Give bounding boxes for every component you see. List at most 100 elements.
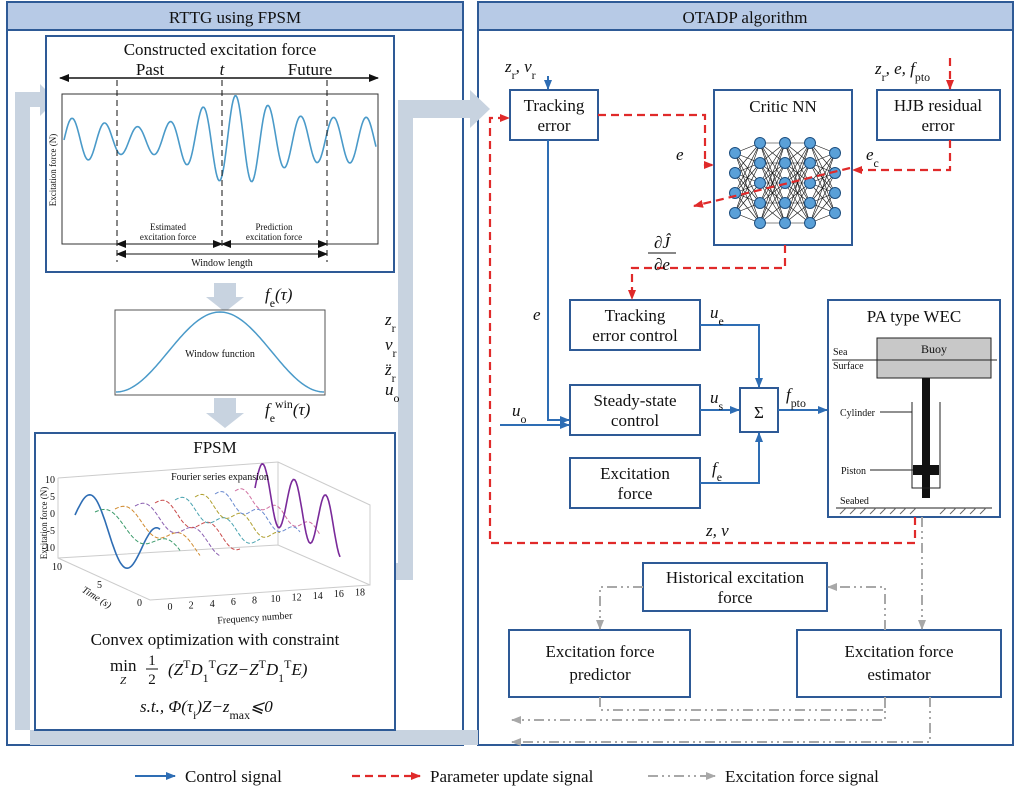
min-var: Z	[120, 675, 127, 687]
freq-tick-label: 14	[313, 591, 323, 602]
past-label: Past	[136, 60, 165, 79]
box-label: Excitation	[600, 464, 670, 483]
y-axis-label: Excitation force (N)	[48, 134, 58, 206]
future-label: Future	[288, 60, 332, 79]
nn-node	[755, 158, 766, 169]
nn-node	[755, 178, 766, 189]
text-part: pto	[915, 70, 930, 84]
nn-node	[755, 138, 766, 149]
box-label: Tracking	[524, 96, 585, 115]
text-part: GZ−Z	[216, 660, 259, 679]
text-part: u	[710, 388, 719, 407]
text-part: win	[275, 397, 293, 411]
freq-tick-label: 2	[189, 600, 194, 611]
text-part: 1	[278, 671, 284, 685]
freq-tick-label: 4	[210, 599, 215, 610]
text-part: r	[393, 346, 397, 360]
box-label: Critic NN	[749, 97, 817, 116]
text-part: , e, f	[886, 59, 918, 78]
text-part: u	[710, 303, 719, 322]
freq-tick-label: 10	[271, 594, 281, 605]
box-label: Excitation force	[545, 642, 654, 661]
frac-num: 1	[148, 653, 156, 669]
box-label: error	[921, 116, 954, 135]
text-part: max	[230, 708, 251, 722]
box-label: HJB residual	[894, 96, 983, 115]
nn-node	[805, 158, 816, 169]
legend-label: Parameter update signal	[430, 767, 594, 786]
estimator-box	[797, 630, 1001, 697]
box-label: Tracking	[605, 306, 666, 325]
text-part: s	[719, 399, 724, 413]
text-part: o	[521, 412, 527, 426]
piston	[913, 465, 939, 475]
box-label: force	[718, 588, 753, 607]
box-label: Historical excitation	[666, 568, 805, 587]
nn-node	[830, 188, 841, 199]
wec-title: PA type WEC	[867, 307, 961, 326]
box-label: error control	[592, 326, 678, 345]
sea-label: Surface	[833, 361, 864, 372]
diagram: RTTG using FPSM OTADP algorithm Construc…	[0, 0, 1019, 799]
freq-tick-label: 6	[231, 597, 236, 608]
min: min	[110, 656, 137, 675]
text-part: (τ)	[293, 400, 311, 419]
time-tick-label: 0	[137, 598, 142, 609]
text-part: E)	[290, 660, 307, 679]
freq-tick-label: 16	[334, 589, 344, 600]
nn-node	[730, 148, 741, 159]
box-label: force	[618, 484, 653, 503]
text-part: 1	[203, 671, 209, 685]
estimated-label: excitation force	[140, 232, 196, 242]
box-label: error	[537, 116, 570, 135]
nn-node	[755, 198, 766, 209]
left-title: RTTG using FPSM	[169, 8, 301, 27]
box-label: estimator	[867, 665, 931, 684]
nn-node	[780, 218, 791, 229]
prediction-label: Prediction	[256, 222, 293, 232]
text-part: e	[717, 470, 722, 484]
text-part: o	[394, 391, 400, 405]
nn-node	[755, 218, 766, 229]
freq-tick-label: 0	[168, 602, 173, 613]
box-label: Excitation force	[844, 642, 953, 661]
text-part: ⩽0	[250, 697, 273, 716]
text-part: (τ)	[275, 285, 293, 304]
body: { "rttg": { "title": "RTTG using FPSM", …	[0, 0, 1019, 799]
window-label: Window function	[185, 349, 255, 360]
nn-node	[730, 208, 741, 219]
piston-label: Piston	[841, 466, 866, 477]
plot-title: Constructed excitation force	[124, 40, 317, 59]
text-part: D	[265, 660, 279, 679]
fpsm-title: FPSM	[193, 438, 236, 457]
text-part: e	[270, 411, 275, 425]
legend-label: Control signal	[185, 767, 282, 786]
buoy-label: Buoy	[921, 342, 947, 356]
y-tick-label: 10	[45, 475, 55, 486]
grad-num: ∂Ĵ	[654, 233, 671, 252]
nn-node	[830, 208, 841, 219]
text-part: u	[512, 401, 521, 420]
time-tick-label: 10	[52, 562, 62, 573]
estimated-label: Estimated	[150, 222, 186, 232]
rod	[922, 378, 930, 498]
text-part: r	[532, 68, 536, 82]
nn-node	[805, 198, 816, 209]
sum-label: Σ	[754, 403, 764, 422]
right-title: OTADP algorithm	[682, 8, 807, 27]
text-part: (Z	[168, 660, 184, 679]
cylinder-label: Cylinder	[840, 408, 876, 419]
time-tick-label: 5	[97, 580, 102, 591]
nn-node	[780, 158, 791, 169]
opt-title: Convex optimization with constraint	[91, 630, 340, 649]
freq-tick-label: 8	[252, 596, 257, 607]
nn-node	[830, 148, 841, 159]
e-label: e	[533, 305, 541, 324]
y-tick-label: -10	[42, 543, 55, 554]
plot-frame	[62, 94, 378, 244]
window-length-label: Window length	[191, 258, 253, 269]
nn-node	[730, 168, 741, 179]
grad-den: ∂e	[654, 255, 670, 274]
box-label: Steady-state	[593, 391, 676, 410]
zv-label: z, v	[705, 521, 729, 540]
